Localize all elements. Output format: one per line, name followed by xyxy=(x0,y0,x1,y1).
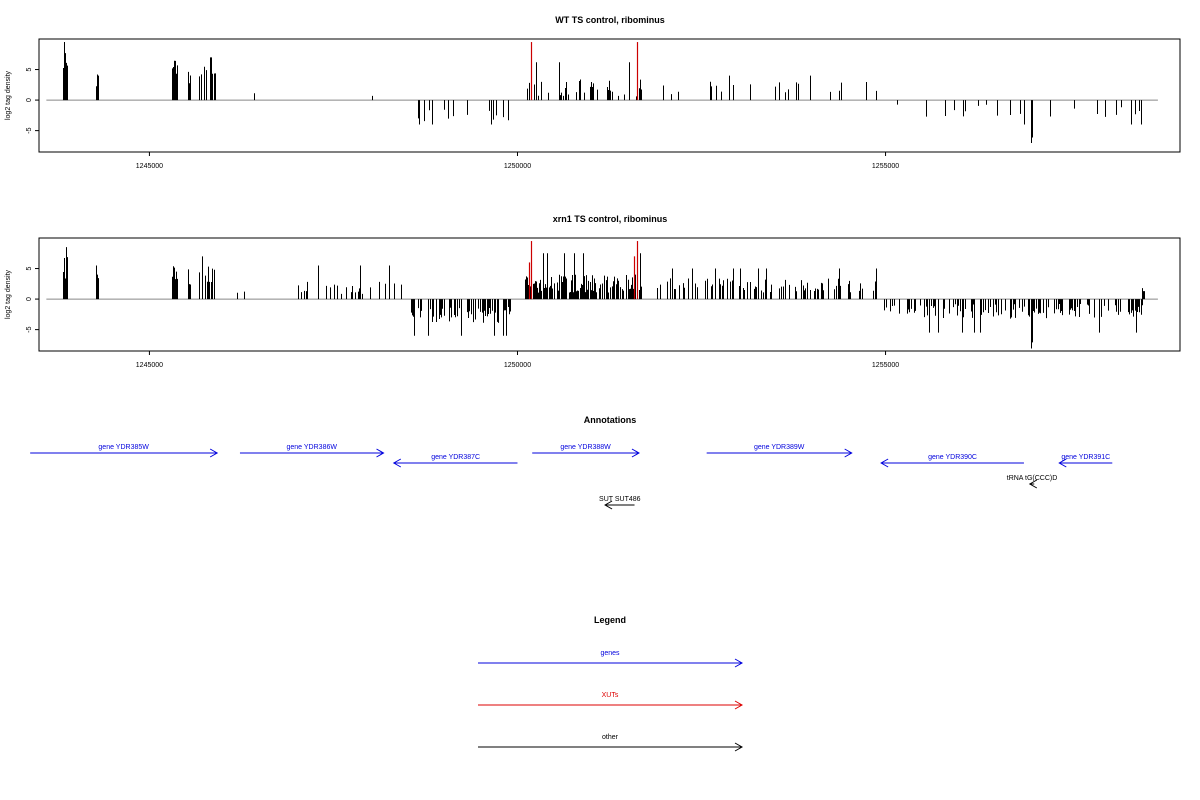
feature-label: gene YDR386W xyxy=(287,444,338,451)
feature-label: gene YDR388W xyxy=(560,444,611,451)
y-tick-label: -5 xyxy=(26,326,33,332)
feature-arrow xyxy=(239,448,385,458)
legend-label: other xyxy=(602,734,619,741)
feature-arrow xyxy=(880,458,1024,468)
feature-label: tRNA tG(CCC)D xyxy=(1007,475,1058,482)
x-tick-label: 1245000 xyxy=(136,163,163,170)
x-tick-label: 1250000 xyxy=(504,362,531,369)
y-axis-label: log2 tag density xyxy=(5,70,12,120)
legend-label: genes xyxy=(600,650,620,657)
legend-arrow xyxy=(478,700,744,710)
legend-arrow xyxy=(478,742,744,752)
legend-label: XUTs xyxy=(602,692,619,699)
y-tick-label: 0 xyxy=(26,297,33,301)
y-tick-label: 0 xyxy=(26,98,33,102)
legend-arrow xyxy=(478,658,744,668)
feature-label: gene YDR385W xyxy=(98,444,149,451)
feature-arrow xyxy=(1058,458,1113,468)
feature-arrow xyxy=(1028,479,1038,489)
feature-label: gene YDR387C xyxy=(431,454,480,461)
feature-label: gene YDR390C xyxy=(928,454,977,461)
feature-arrow xyxy=(706,448,853,458)
feature-label: SUT SUT486 xyxy=(599,496,641,503)
annotations-track: Annotations gene YDR385W gene YDR386W gene… xyxy=(30,415,1113,510)
x-tick-label: 1245000 xyxy=(136,362,163,369)
panel-title: xrn1 TS control, ribominus xyxy=(553,214,668,224)
feature-arrow xyxy=(392,458,518,468)
legend-title: Legend xyxy=(594,615,626,625)
wt-coverage-panel: WT TS control, ribominus log2 tag densit… xyxy=(5,15,1181,170)
legend: Legend genes XUTs other xyxy=(478,615,744,752)
feature-label: gene YDR391C xyxy=(1061,454,1110,461)
x-tick-label: 1250000 xyxy=(504,163,531,170)
feature-arrow xyxy=(604,500,635,510)
plot-frame xyxy=(38,237,1181,352)
xrn1-coverage-panel: xrn1 TS control, ribominus log2 tag dens… xyxy=(5,214,1181,369)
x-tick-label: 1255000 xyxy=(872,362,899,369)
plot-frame xyxy=(38,38,1181,153)
feature-arrow xyxy=(532,448,640,458)
annotations-title: Annotations xyxy=(584,415,637,425)
y-tick-label: -5 xyxy=(26,127,33,133)
y-tick-label: 5 xyxy=(26,67,33,71)
panel-title: WT TS control, ribominus xyxy=(555,15,665,25)
feature-label: gene YDR389W xyxy=(754,444,805,451)
x-tick-label: 1255000 xyxy=(872,163,899,170)
feature-arrow xyxy=(30,448,219,458)
y-axis-label: log2 tag density xyxy=(5,269,12,319)
y-tick-label: 5 xyxy=(26,266,33,270)
